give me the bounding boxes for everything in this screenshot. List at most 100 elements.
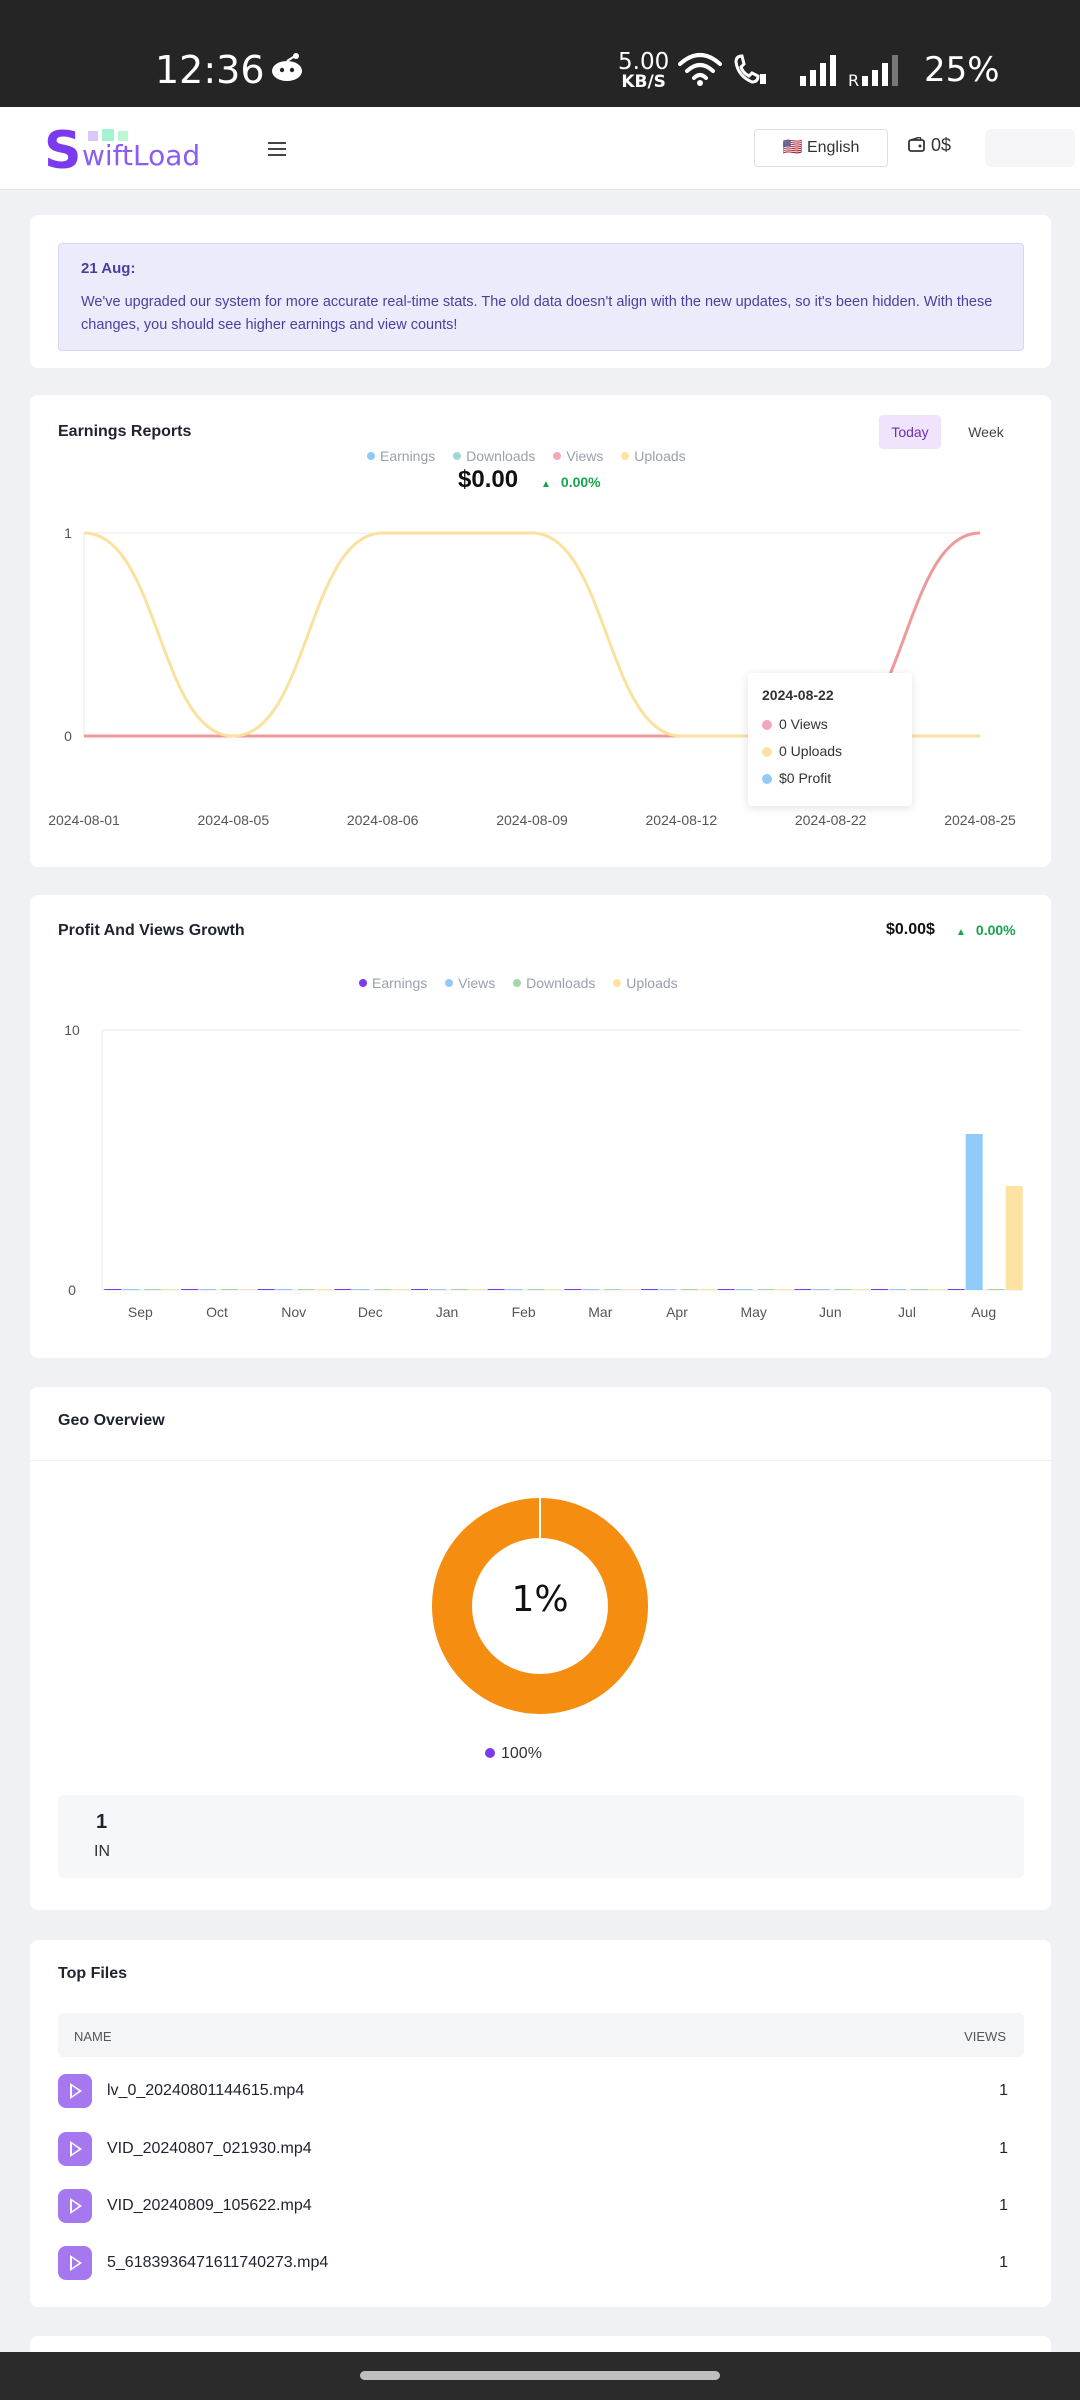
bar-views-may — [735, 1289, 753, 1290]
file-name[interactable]: 5_6183936471611740273.mp4 — [107, 2254, 329, 2271]
play-icon[interactable] — [58, 2189, 92, 2223]
header-action-placeholder[interactable] — [985, 129, 1075, 167]
legend-earnings[interactable]: Earnings — [367, 448, 435, 464]
country-code: IN — [94, 1843, 110, 1860]
x-tick-label: Nov — [281, 1304, 306, 1320]
play-icon[interactable] — [58, 2246, 92, 2280]
profit-growth-title: Profit And Views Growth — [58, 922, 245, 939]
x-tick-label: Dec — [358, 1304, 383, 1320]
bar-views-oct — [199, 1289, 216, 1290]
chart-tooltip: 2024-08-22 0 Views 0 Uploads $0 Profit — [748, 673, 912, 806]
x-tick-label: 2024-08-06 — [347, 812, 419, 828]
legend-earnings[interactable]: Earnings — [359, 975, 427, 991]
bar-downloads-oct — [221, 1289, 238, 1290]
play-icon[interactable] — [58, 2074, 92, 2108]
bar-uploads-feb — [545, 1289, 563, 1290]
app-header: S wiftLoad 🇺🇸 English 0$ — [0, 107, 1080, 190]
bar-downloads-may — [757, 1289, 775, 1290]
y-tick-label: 0 — [68, 1282, 76, 1298]
table-row[interactable]: 5_6183936471611740273.mp4 1 — [58, 2242, 1024, 2282]
bar-views-apr — [659, 1289, 676, 1290]
x-tick-label: Feb — [512, 1304, 536, 1320]
bar-uploads-aug — [1005, 1186, 1023, 1290]
profit-growth-change: ▲ 0.00% — [956, 922, 1016, 938]
tooltip-profit: $0 Profit — [762, 765, 898, 792]
file-name[interactable]: VID_20240809_105622.mp4 — [107, 2197, 312, 2214]
profit-growth-card: Profit And Views Growth $0.00$ ▲ 0.00% Ea… — [30, 895, 1051, 1358]
file-views: 1 — [999, 2254, 1008, 2271]
x-tick-label: Oct — [206, 1304, 228, 1320]
network-speed: 5.00 KB/S — [618, 49, 670, 93]
tab-week[interactable]: Week — [968, 424, 1004, 440]
tab-today[interactable]: Today — [879, 415, 941, 449]
notice-message: We've upgraded our system for more accur… — [81, 294, 993, 333]
bar-downloads-jul — [911, 1289, 928, 1290]
file-views: 1 — [999, 2197, 1008, 2214]
bar-downloads-dec — [374, 1289, 392, 1290]
legend-views[interactable]: Views — [445, 975, 495, 991]
bar-uploads-dec — [392, 1289, 410, 1290]
legend-downloads[interactable]: Downloads — [453, 448, 535, 464]
y-tick-label: 10 — [64, 1022, 80, 1038]
bar-uploads-oct — [239, 1289, 256, 1290]
bar-views-sep — [122, 1289, 140, 1290]
status-time: 12:36 — [155, 48, 265, 92]
bar-uploads-mar — [622, 1289, 640, 1290]
legend-downloads[interactable]: Downloads — [513, 975, 595, 991]
legend-uploads[interactable]: Uploads — [613, 975, 678, 991]
bar-earnings-dec — [334, 1289, 352, 1290]
file-name[interactable]: VID_20240807_021930.mp4 — [107, 2140, 312, 2157]
wallet-icon — [908, 135, 931, 155]
legend-views[interactable]: Views — [553, 448, 603, 464]
x-tick-label: 2024-08-22 — [795, 812, 867, 828]
geo-overview-card: Geo Overview 1% 100% 1 IN — [30, 1387, 1051, 1910]
table-row[interactable]: lv_0_20240801144615.mp4 1 — [58, 2070, 1024, 2110]
geo-title: Geo Overview — [58, 1412, 165, 1429]
language-selector[interactable]: 🇺🇸 English — [754, 129, 888, 167]
play-icon[interactable] — [58, 2132, 92, 2166]
bar-downloads-feb — [527, 1289, 545, 1290]
menu-icon[interactable] — [268, 142, 286, 160]
bar-uploads-jan — [469, 1289, 486, 1290]
x-tick-label: Jun — [819, 1304, 842, 1320]
x-tick-label: Jul — [898, 1304, 916, 1320]
table-row[interactable]: VID_20240807_021930.mp4 1 — [58, 2128, 1024, 2168]
x-tick-label: Jan — [436, 1304, 459, 1320]
bar-earnings-mar — [564, 1289, 582, 1290]
x-tick-label: Mar — [588, 1304, 612, 1320]
bar-downloads-jun — [834, 1289, 852, 1290]
bar-uploads-jun — [852, 1289, 870, 1290]
legend-uploads[interactable]: Uploads — [621, 448, 686, 464]
geo-legend[interactable]: 100% — [485, 1745, 542, 1763]
bar-earnings-feb — [487, 1289, 505, 1290]
bar-downloads-nov — [297, 1289, 315, 1290]
file-name[interactable]: lv_0_20240801144615.mp4 — [107, 2082, 305, 2099]
bar-uploads-sep — [162, 1289, 180, 1290]
bar-views-jan — [429, 1289, 446, 1290]
profit-bar-chart: 0 10 Sep Oct Nov Dec Jan Feb Mar Apr May Jun Jul Aug — [64, 1022, 1023, 1320]
bar-views-jun — [812, 1289, 830, 1290]
tooltip-views: 0 Views — [762, 711, 898, 738]
x-tick-label: Apr — [666, 1304, 688, 1320]
x-tick-label: 2024-08-25 — [944, 812, 1016, 828]
home-gesture-bar[interactable] — [360, 2371, 720, 2380]
battery-level: 25% — [924, 50, 1000, 90]
wallet-balance[interactable]: 0$ — [908, 135, 951, 156]
x-tick-label: 2024-08-09 — [496, 812, 568, 828]
x-tick-label: 2024-08-12 — [646, 812, 718, 828]
geo-donut-chart — [432, 1498, 648, 1714]
profit-growth-legend: Earnings Views Downloads Uploads — [359, 975, 692, 991]
column-name: NAME — [74, 2029, 112, 2044]
file-views: 1 — [999, 2082, 1008, 2099]
bar-downloads-jan — [451, 1289, 468, 1290]
table-row[interactable]: VID_20240809_105622.mp4 1 — [58, 2185, 1024, 2225]
wifi-call-icon — [734, 54, 766, 84]
bar-views-jul — [889, 1289, 906, 1290]
tooltip-uploads: 0 Uploads — [762, 738, 898, 765]
tooltip-date: 2024-08-22 — [762, 687, 834, 703]
earnings-report-card: Earnings Reports Today Week Earnings Dow… — [30, 395, 1051, 867]
bar-uploads-jul — [929, 1289, 946, 1290]
geo-country-stat: 1 IN — [58, 1795, 1024, 1878]
bar-earnings-oct — [181, 1289, 198, 1290]
x-tick-label: Aug — [971, 1304, 996, 1320]
